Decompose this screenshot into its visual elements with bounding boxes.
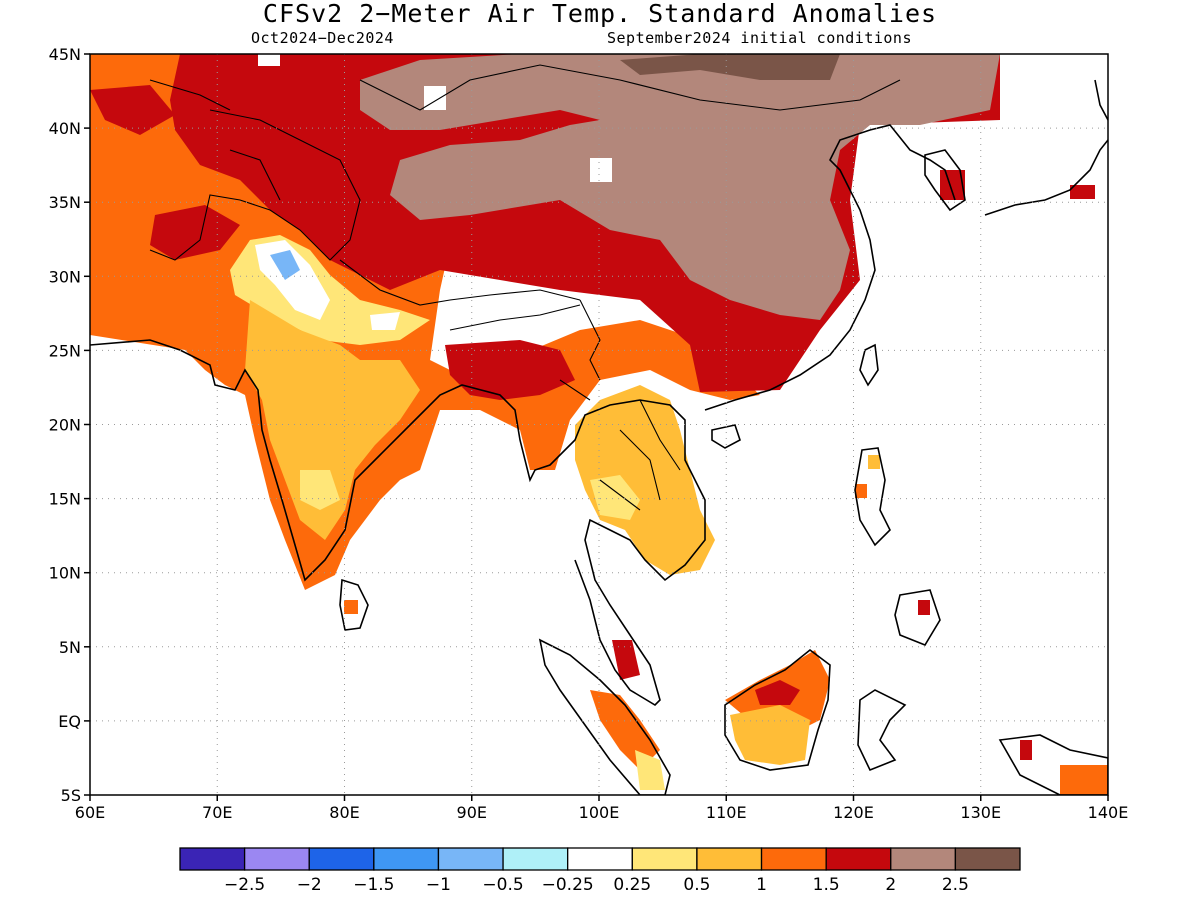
coast-hainan <box>711 424 741 449</box>
coast-borneo <box>724 648 831 771</box>
coast-india <box>90 339 706 707</box>
lat-tick-label: 45N <box>49 45 81 64</box>
lon-tick-label: 140E <box>1088 803 1129 822</box>
colorbar-label: −2.5 <box>224 875 265 895</box>
coast-sumatra <box>538 638 671 795</box>
colorbar-swatch <box>437 847 504 871</box>
lat-tick-label: 30N <box>49 267 81 286</box>
anomaly-region-red-malay <box>612 640 640 680</box>
coast-korea <box>924 149 966 212</box>
colorbar-label: 0.5 <box>683 875 710 895</box>
anomaly-patch-japan <box>1070 185 1095 199</box>
axis-ticks: 60E 70E 80E 90E 100E 110E 120E 130E 140E 45N 40N 35… <box>49 45 1129 822</box>
initial-conditions: September2024 initial conditions <box>607 29 912 47</box>
colorbar-swatch <box>567 847 633 871</box>
lon-tick-label: 120E <box>833 803 874 822</box>
lat-tick-label: EQ <box>58 712 81 731</box>
colorbar-swatch <box>373 847 440 871</box>
colorbar-label: −0.5 <box>482 875 523 895</box>
colorbar-label: 0.25 <box>613 875 651 895</box>
anomaly-region-lorange-india <box>245 300 420 540</box>
anomaly-region-red-borneo <box>755 680 800 705</box>
coast-srilanka <box>339 578 369 631</box>
lon-tick-label: 60E <box>75 803 105 822</box>
anomaly-region-lorange-borneo <box>730 705 810 765</box>
lat-tick-label: 25N <box>49 341 81 360</box>
colorbar-swatch <box>696 847 763 871</box>
forecast-period: Oct2024−Dec2024 <box>251 29 394 47</box>
coast-luzon <box>854 447 891 547</box>
lat-tick-label: 35N <box>49 193 81 212</box>
lat-tick-label: 40N <box>49 119 81 138</box>
lat-tick-label: 20N <box>49 416 81 435</box>
anomaly-region-yellow-indochina <box>590 475 640 520</box>
colorbar-label: 2.5 <box>942 875 969 895</box>
colorbar-swatch <box>179 847 246 871</box>
colorbar-swatch <box>890 847 957 871</box>
colorbar-label: 1 <box>756 875 767 895</box>
lon-tick-label: 110E <box>706 803 747 822</box>
anomaly-region-orange-sumatra <box>590 690 660 770</box>
colorbar-swatch <box>243 847 310 871</box>
lat-tick-label: 5N <box>59 638 81 657</box>
coast-sulawesi <box>857 689 907 772</box>
lon-tick-label: 100E <box>579 803 620 822</box>
lat-tick-label: 10N <box>49 564 81 583</box>
colorbar-label: −2 <box>297 875 322 895</box>
colorbar: −2.5 −2 −1.5 −1 −0.5 −0.25 0.25 0.5 1 1.5 2 2.5 <box>179 847 1021 895</box>
colorbar-label: 1.5 <box>813 875 840 895</box>
lat-tick-label: 15N <box>49 490 81 509</box>
coast-taiwan <box>859 343 879 387</box>
colorbar-label: −0.25 <box>542 875 594 895</box>
anomaly-region-darkbrown <box>620 54 840 80</box>
map-title: CFSv2 2−Meter Air Temp. Standard Anomali… <box>262 0 938 28</box>
coast-newguinea <box>998 734 1108 795</box>
lon-tick-label: 80E <box>329 803 359 822</box>
anomaly-region-yellow-sumatra <box>635 750 665 790</box>
anomaly-patch-halmahera <box>1020 740 1032 760</box>
coast-china <box>704 124 956 411</box>
colorbar-swatch <box>760 847 827 871</box>
anomaly-patch-taiwan <box>868 455 880 469</box>
colorbar-swatch <box>502 847 569 871</box>
anomaly-patch-newguinea <box>1060 765 1108 795</box>
colorbar-label: −1 <box>426 875 451 895</box>
lon-tick-label: 130E <box>960 803 1001 822</box>
anomaly-patch-white-2 <box>590 158 612 182</box>
lon-tick-label: 90E <box>457 803 487 822</box>
lon-tick-label: 70E <box>202 803 232 822</box>
anomaly-patch-luzon <box>855 484 867 498</box>
coast-japan <box>984 79 1108 216</box>
anomaly-region-red-bengal <box>445 340 575 400</box>
anomaly-region-yellow-india <box>300 470 340 510</box>
anomaly-patch-white-1 <box>424 86 446 110</box>
colorbar-swatch <box>308 847 375 871</box>
lat-tick-label: 5S <box>61 786 81 805</box>
colorbar-swatch <box>631 847 698 871</box>
colorbar-label: 2 <box>885 875 896 895</box>
anomaly-region-blue-punjab <box>270 250 300 280</box>
colorbar-swatch <box>825 847 892 871</box>
anomaly-region-white-up <box>370 312 400 330</box>
anomaly-region-brown <box>360 54 1000 320</box>
anomaly-patch-white-3 <box>258 54 280 66</box>
anomaly-region-lorange-indochina <box>575 385 715 575</box>
anomaly-patch-srilanka <box>344 600 358 614</box>
colorbar-label: −1.5 <box>353 875 394 895</box>
coastline-layer <box>90 79 1108 795</box>
anomaly-patch-mindanao <box>918 600 930 615</box>
coast-mindanao <box>894 589 941 646</box>
anomaly-region-red-west2 <box>90 85 175 135</box>
colorbar-swatch <box>954 847 1021 871</box>
anomaly-fill-layer <box>90 54 1108 795</box>
